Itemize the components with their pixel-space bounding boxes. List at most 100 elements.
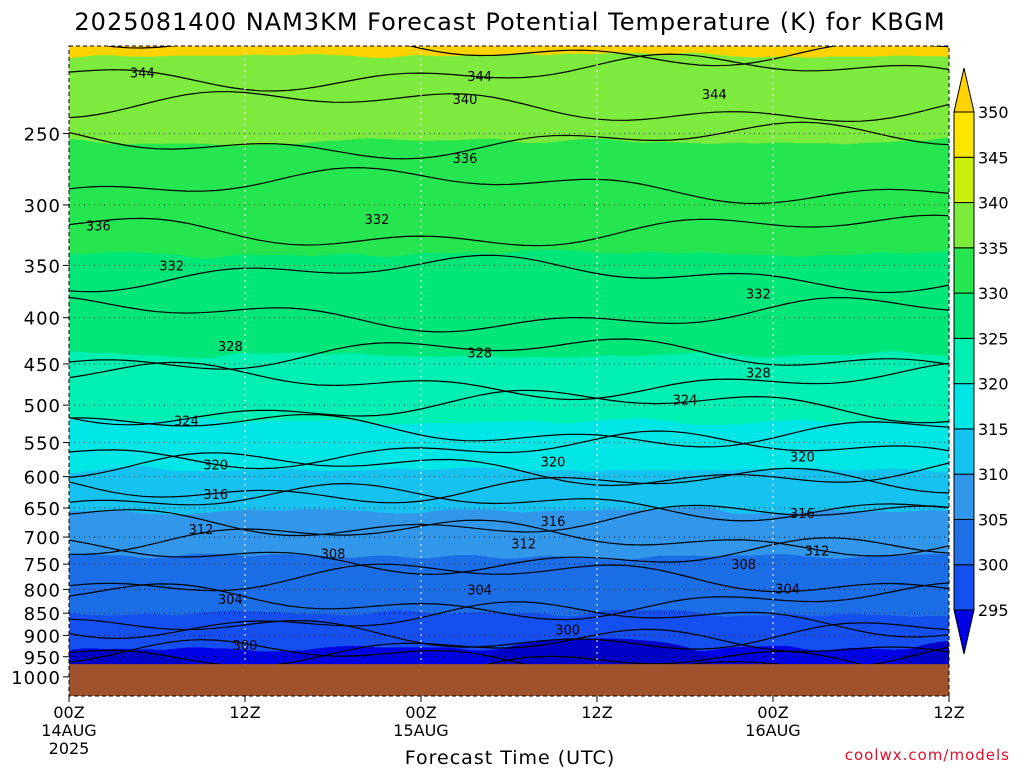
y-tick-label: 800	[24, 580, 61, 601]
contour-label: 328	[218, 340, 243, 355]
contour-label: 316	[790, 507, 815, 522]
y-tick-label: 500	[24, 396, 61, 417]
colorbar-label: 350	[978, 103, 1009, 122]
plot-frame	[68, 45, 950, 697]
colorbar-label: 300	[978, 556, 1009, 575]
contour-308	[69, 563, 949, 593]
colorbar-label: 315	[978, 420, 1009, 439]
colorbar-label: 335	[978, 239, 1009, 258]
y-tick-label: 250	[24, 124, 61, 145]
colorbar-swatch	[953, 156, 975, 204]
contour-label: 312	[511, 538, 536, 553]
contour-302	[69, 618, 949, 650]
contour-332	[69, 296, 949, 333]
contour-314	[69, 504, 949, 537]
y-tick-label: 300	[24, 196, 61, 217]
colorbar-label: 325	[978, 329, 1009, 348]
contour-324	[69, 413, 949, 448]
contour-326	[69, 389, 949, 426]
contour-label: 304	[218, 593, 243, 608]
x-tick-label: 00Z	[757, 703, 788, 722]
credit-text: coolwx.com/models	[845, 746, 1010, 764]
contour-label: 344	[130, 67, 155, 82]
contour-labels: 344 344 344 340 336 336 332 332 332 328 328 328 324 3…	[86, 67, 829, 655]
contour-346	[407, 46, 949, 67]
contour-label: 344	[467, 70, 492, 85]
colorbar-label: 330	[978, 284, 1009, 303]
colorbar-swatch	[953, 564, 975, 611]
colorbar-swatch	[953, 111, 975, 158]
x-tick-label: 12Z	[933, 703, 964, 722]
contour-344	[69, 53, 949, 92]
colorbar-swatch	[953, 428, 975, 475]
colorbar-label: 320	[978, 375, 1009, 394]
contour-330	[69, 338, 949, 370]
y-tick-label: 950	[24, 648, 61, 669]
contour-label: 324	[673, 394, 698, 409]
x-tick-date: 15AUG	[393, 721, 448, 740]
contour-label: 332	[365, 213, 390, 228]
colorbar-label: 305	[978, 510, 1009, 529]
contour-label: 300	[233, 639, 258, 654]
x-tick-year: 2025	[49, 739, 90, 758]
contour-label: 320	[790, 451, 815, 466]
contour-338	[69, 167, 949, 205]
contour-label: 316	[203, 488, 228, 503]
x-tick-label: 12Z	[581, 703, 612, 722]
y-tick-label: 650	[24, 499, 61, 520]
contour-322	[69, 430, 949, 470]
x-tick-label: 00Z	[53, 703, 84, 722]
contour-label: 320	[203, 459, 228, 474]
contour-label: 332	[746, 287, 771, 302]
x-axis-label: Forecast Time (UTC)	[405, 747, 615, 768]
contour-label: 328	[467, 346, 492, 361]
contour-label: 308	[731, 558, 756, 573]
contour-label: 304	[467, 583, 492, 598]
contour-label: 304	[775, 582, 800, 597]
y-tick-label: 550	[24, 434, 61, 455]
contour-label: 324	[174, 415, 199, 430]
colorbar-swatch	[953, 202, 975, 249]
colorbar-swatch	[953, 337, 975, 385]
contour-334	[69, 254, 949, 294]
contour-label: 332	[159, 259, 184, 274]
contour-300	[69, 628, 949, 667]
shaded-bands	[69, 46, 949, 696]
contour-label: 312	[805, 544, 830, 559]
contour-328	[69, 361, 949, 401]
colorbar-label: 295	[978, 601, 1009, 620]
ground-below-surface	[69, 664, 949, 696]
x-tick-label: 12Z	[229, 703, 260, 722]
contour-label: 308	[321, 548, 346, 563]
y-tick-label: 1000	[11, 668, 61, 689]
colorbar-swatch	[953, 473, 975, 520]
colorbar-swatch	[953, 383, 975, 430]
contour-label: 300	[555, 623, 580, 638]
contour-label: 316	[541, 515, 566, 530]
contour-312	[69, 519, 949, 557]
contour-label: 312	[189, 523, 214, 538]
contour-label: 328	[746, 366, 771, 381]
y-tick-label: 900	[24, 627, 61, 648]
y-tick-label: 350	[24, 256, 61, 277]
contour-label: 340	[453, 93, 478, 108]
colorbar-under-arrow	[953, 609, 975, 655]
colorbar-over-arrow	[953, 67, 975, 113]
contour-label: 336	[86, 219, 111, 234]
colorbar-swatch	[953, 518, 975, 566]
y-tick-label: 700	[24, 528, 61, 549]
pressure-axis: 2503003504004505005506006507007508008509…	[11, 124, 69, 689]
contour-320	[69, 452, 949, 487]
colorbar-label: 345	[978, 148, 1009, 167]
y-tick-label: 600	[24, 468, 61, 489]
colorbar-label: 340	[978, 194, 1009, 213]
x-tick-date: 14AUG	[41, 721, 96, 740]
contour-342	[69, 91, 949, 123]
contour-lines	[69, 46, 949, 684]
x-tick-label: 00Z	[405, 703, 436, 722]
colorbar-swatch	[953, 247, 975, 294]
colorbar-label: 310	[978, 465, 1009, 484]
contour-340	[69, 121, 949, 160]
